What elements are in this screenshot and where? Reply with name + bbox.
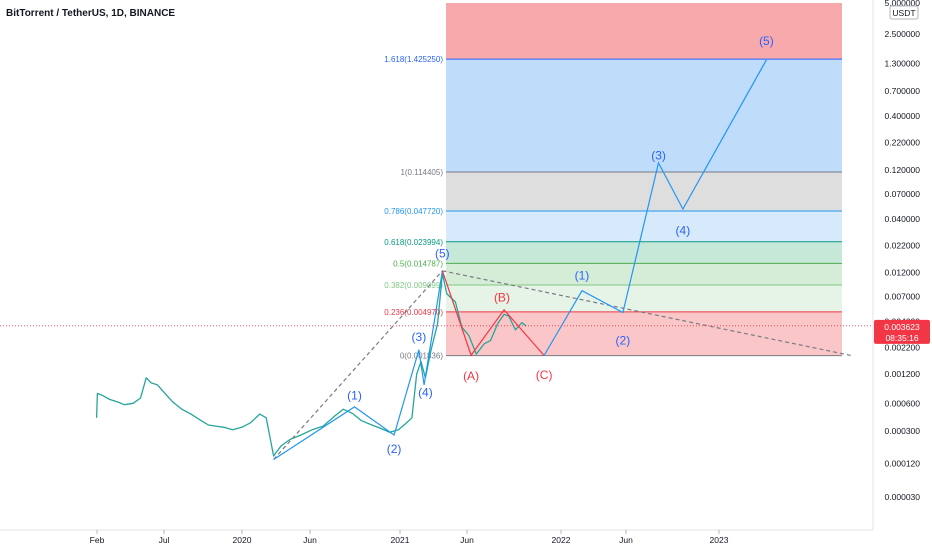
fib-label-3: 0.618(0.023994)	[384, 238, 443, 247]
fib-zone-6	[446, 284, 842, 312]
x-tick-6: 2022	[552, 535, 571, 545]
wave-label-6: (B)	[494, 290, 510, 304]
y-tick-8: 0.040000	[885, 214, 921, 224]
y-tick-18: 0.000030	[885, 492, 921, 502]
y-tick-11: 0.007000	[885, 292, 921, 302]
y-tick-4: 0.400000	[885, 111, 921, 121]
wave-label-3: (4)	[418, 385, 433, 399]
last-price-countdown: 08:35:16	[885, 333, 918, 343]
y-tick-5: 0.220000	[885, 138, 921, 148]
x-tick-0: Feb	[90, 535, 105, 545]
wave-label-11: (4)	[676, 223, 691, 237]
last-price-value: 0.003623	[884, 322, 920, 332]
wave-label-7: (C)	[536, 368, 553, 382]
fib-label-2: 0.786(0.047720)	[384, 207, 443, 216]
y-tick-1: 2.500000	[885, 29, 921, 39]
y-tick-10: 0.012000	[885, 268, 921, 278]
fib-label-4: 0.5(0.014787)	[393, 259, 443, 268]
fib-label-0: 1.618(1.425250)	[384, 55, 443, 64]
wave-path-red	[441, 270, 545, 357]
wave-path-blue-1	[273, 270, 443, 461]
chart-title: BitTorrent / TetherUS, 1D, BINANCE	[6, 8, 175, 19]
last-price-tag-bg	[874, 319, 930, 344]
x-tick-4: 2021	[391, 535, 410, 545]
wave-label-8: (1)	[575, 269, 590, 283]
wave-path-blue-2	[543, 59, 767, 356]
fib-label-7: 0(0.001836)	[400, 352, 443, 361]
wave-label-10: (3)	[651, 149, 666, 163]
x-tick-8: 2023	[710, 535, 729, 545]
fib-zone-0	[446, 3, 842, 60]
wave-label-1: (2)	[387, 442, 402, 456]
usdt-badge[interactable]: USDT	[889, 5, 919, 20]
y-tick-6: 0.120000	[885, 165, 921, 175]
y-tick-15: 0.000600	[885, 398, 921, 408]
fib-zone-2	[446, 171, 842, 212]
x-tick-2: 2020	[233, 535, 252, 545]
y-tick-3: 0.700000	[885, 86, 921, 96]
y-tick-7: 0.070000	[885, 189, 921, 199]
y-tick-13: 0.002200	[885, 343, 921, 353]
wave-label-0: (1)	[347, 389, 362, 403]
fib-zone-5	[446, 263, 842, 285]
usdt-badge-label: USDT	[892, 8, 915, 18]
y-tick-2: 1.300000	[885, 58, 921, 68]
wave-label-12: (5)	[759, 34, 774, 48]
trend-dashed-1	[273, 270, 443, 460]
wave-label-2: (3)	[412, 330, 427, 344]
fib-label-5: 0.382(0.009099)	[384, 281, 443, 290]
price-series	[95, 272, 527, 457]
wave-label-9: (2)	[616, 333, 631, 347]
y-tick-16: 0.000300	[885, 426, 921, 436]
x-tick-7: Jun	[619, 535, 633, 545]
x-tick-3: Jun	[303, 535, 317, 545]
x-tick-5: Jun	[460, 535, 474, 545]
y-tick-14: 0.001200	[885, 369, 921, 379]
fib-zone-4	[446, 241, 842, 264]
y-tick-9: 0.022000	[885, 241, 921, 251]
y-tick-0: 5.000000	[885, 0, 921, 8]
fib-zone-7	[446, 311, 842, 356]
wave-label-4: (5)	[435, 246, 450, 260]
y-tick-17: 0.000120	[885, 458, 921, 468]
fib-zone-1	[446, 59, 842, 172]
x-tick-1: Jul	[159, 535, 170, 545]
fib-label-6: 0.236(0.004970)	[384, 308, 443, 317]
fib-label-1: 1(0.114405)	[400, 168, 443, 177]
wave-label-5: (A)	[463, 369, 479, 383]
